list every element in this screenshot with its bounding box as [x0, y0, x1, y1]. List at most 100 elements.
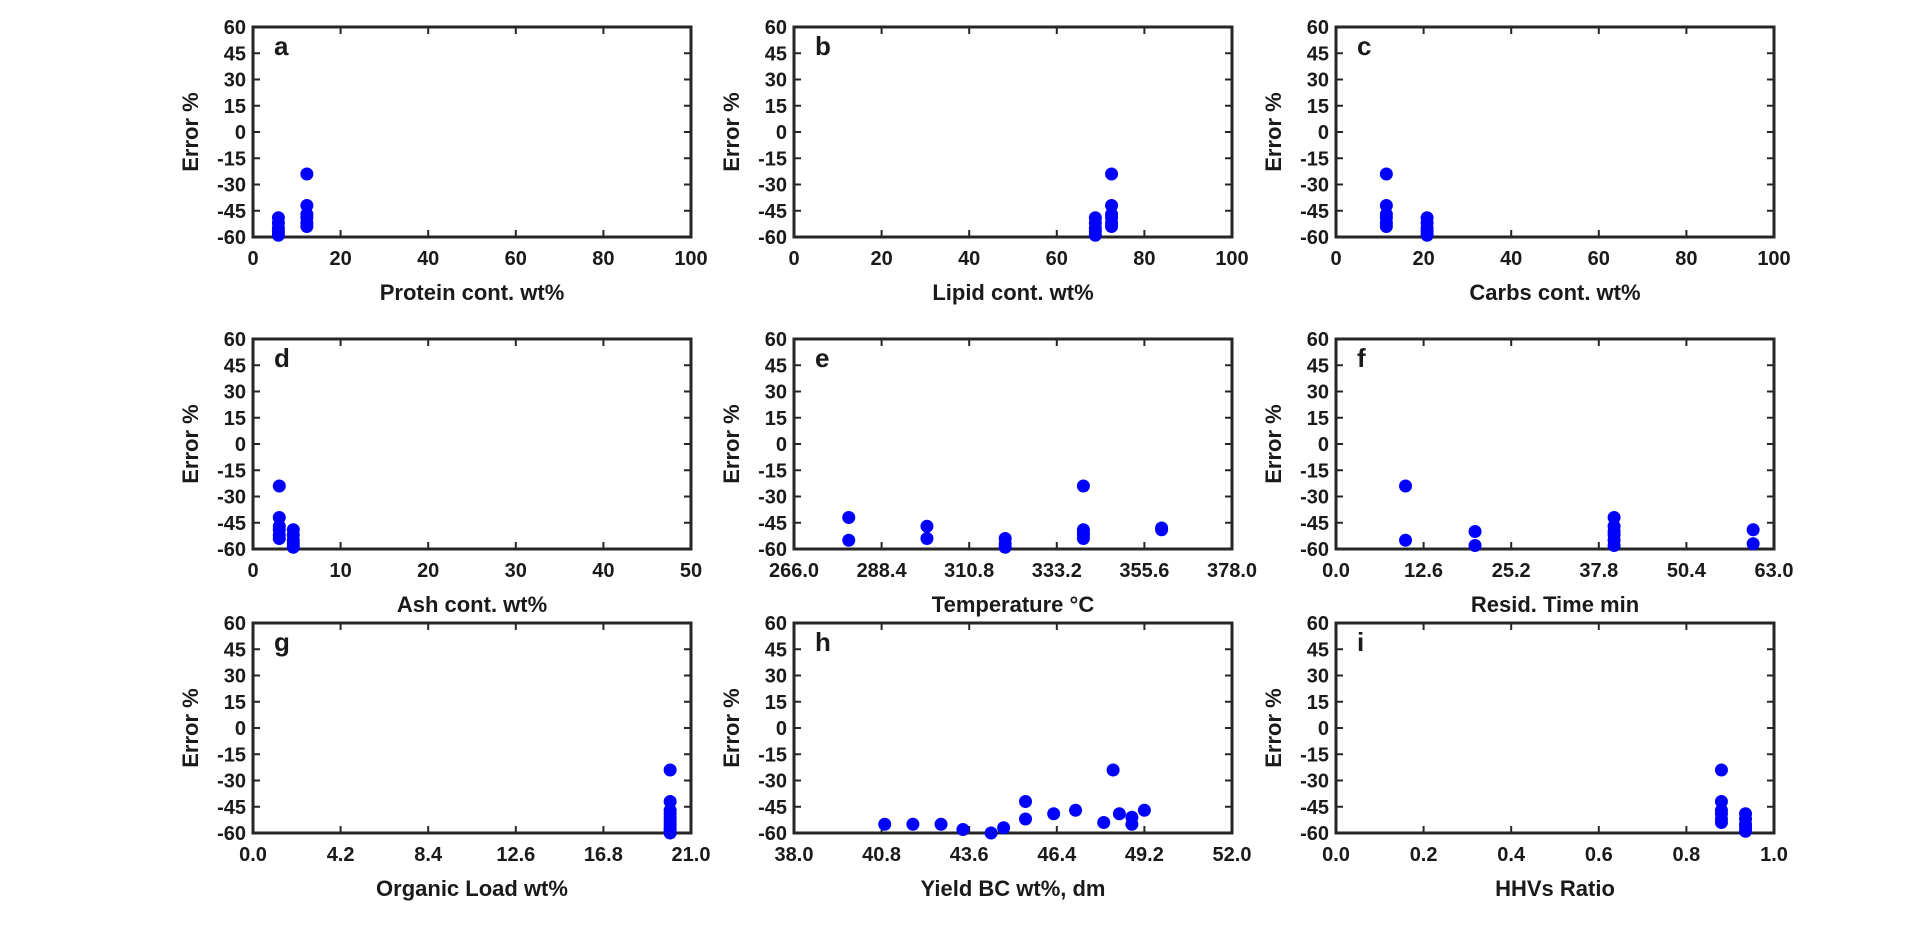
y-tick-label: 0	[776, 718, 787, 740]
y-tick-label: 0	[235, 122, 246, 144]
y-tick-label: -30	[1300, 771, 1329, 793]
x-axis-label: Carbs cont. wt%	[1469, 280, 1640, 305]
y-tick-label: -30	[758, 771, 787, 793]
x-tick-label: 30	[505, 560, 527, 582]
data-point	[1019, 812, 1033, 826]
y-tick-label: -30	[758, 487, 787, 509]
data-point	[1420, 228, 1434, 242]
x-axis-label: Organic Load wt%	[376, 876, 568, 901]
y-tick-label: 45	[1307, 639, 1329, 661]
x-tick-label: 0	[1330, 248, 1341, 270]
x-tick-label: 60	[1046, 248, 1068, 270]
x-tick-label: 0.6	[1585, 844, 1613, 866]
y-tick-label: 60	[1307, 329, 1329, 351]
data-point	[1746, 537, 1760, 551]
y-axis-label: Error %	[1261, 688, 1286, 767]
x-tick-label: 20	[417, 560, 439, 582]
data-point	[1076, 526, 1090, 540]
x-tick-label: 37.8	[1579, 560, 1618, 582]
y-tick-label: -60	[1300, 227, 1329, 249]
y-tick-label: -60	[217, 227, 246, 249]
x-tick-label: 0.8	[1672, 844, 1700, 866]
y-tick-label: 30	[1307, 382, 1329, 404]
y-tick-label: 15	[765, 692, 787, 714]
y-tick-label: -30	[1300, 487, 1329, 509]
x-tick-label: 266.0	[769, 560, 819, 582]
y-tick-label: 60	[1307, 613, 1329, 635]
data-point	[1468, 525, 1482, 538]
data-point	[286, 540, 300, 554]
y-tick-label: -60	[758, 227, 787, 249]
x-tick-label: 10	[329, 560, 351, 582]
data-point	[1607, 539, 1621, 552]
y-tick-label: -60	[758, 823, 787, 845]
y-tick-label: 60	[224, 613, 246, 635]
panel-letter: i	[1357, 627, 1364, 657]
y-tick-label: 15	[224, 692, 246, 714]
y-tick-label: -45	[217, 797, 246, 819]
x-tick-label: 43.6	[950, 844, 989, 866]
plot-frame	[792, 621, 1234, 835]
x-tick-label: 16.8	[584, 844, 623, 866]
x-tick-label: 50.4	[1667, 560, 1707, 582]
y-axis-label: Error %	[1261, 92, 1286, 171]
y-tick-label: 0	[1318, 434, 1329, 456]
x-tick-label: 0.2	[1410, 844, 1438, 866]
data-point	[934, 817, 948, 831]
x-tick-label: 8.4	[414, 844, 443, 866]
y-tick-label: 45	[765, 639, 787, 661]
data-point	[842, 533, 856, 547]
data-point	[1105, 220, 1119, 233]
x-tick-label: 0	[247, 560, 258, 582]
y-tick-label: 30	[765, 70, 787, 92]
y-tick-label: 15	[224, 96, 246, 118]
y-tick-label: 30	[765, 382, 787, 404]
y-tick-label: -15	[758, 460, 787, 482]
data-point	[1106, 763, 1120, 777]
y-tick-label: -15	[1300, 148, 1329, 170]
x-tick-label: 60	[1588, 248, 1610, 270]
y-tick-label: 45	[1307, 43, 1329, 65]
x-tick-label: 0	[247, 248, 258, 270]
y-tick-label: -30	[217, 175, 246, 197]
y-axis-label: Error %	[719, 92, 744, 171]
x-tick-label: 25.2	[1492, 560, 1531, 582]
y-tick-label: -30	[217, 771, 246, 793]
y-tick-label: 60	[224, 329, 246, 351]
x-axis-label: Yield BC wt%, dm	[921, 876, 1106, 901]
y-tick-label: 0	[1318, 718, 1329, 740]
data-point	[1714, 763, 1728, 777]
x-tick-label: 21.0	[672, 844, 711, 866]
x-tick-label: 20	[1412, 248, 1434, 270]
y-tick-label: 30	[224, 70, 246, 92]
x-tick-label: 1.0	[1760, 844, 1788, 866]
x-tick-label: 52.0	[1213, 844, 1252, 866]
data-point	[1468, 539, 1482, 552]
x-tick-label: 49.2	[1125, 844, 1164, 866]
y-tick-label: -60	[1300, 539, 1329, 561]
data-point	[1125, 817, 1139, 831]
data-point	[1714, 816, 1728, 829]
x-tick-label: 20	[329, 248, 351, 270]
x-tick-label: 333.2	[1032, 560, 1082, 582]
x-tick-label: 4.2	[327, 844, 355, 866]
data-point	[663, 763, 677, 777]
y-tick-label: -60	[758, 539, 787, 561]
plot-frame	[251, 621, 693, 835]
plot-frame	[792, 25, 1234, 239]
data-point	[1739, 824, 1753, 838]
y-tick-label: -45	[217, 513, 246, 535]
y-tick-label: 30	[1307, 70, 1329, 92]
x-tick-label: 100	[674, 248, 707, 270]
data-point	[272, 479, 286, 493]
y-tick-label: 45	[765, 355, 787, 377]
x-tick-label: 40	[1500, 248, 1522, 270]
x-axis-label: Resid. Time min	[1471, 592, 1639, 617]
data-point	[300, 220, 314, 233]
panel-letter: d	[274, 343, 290, 373]
